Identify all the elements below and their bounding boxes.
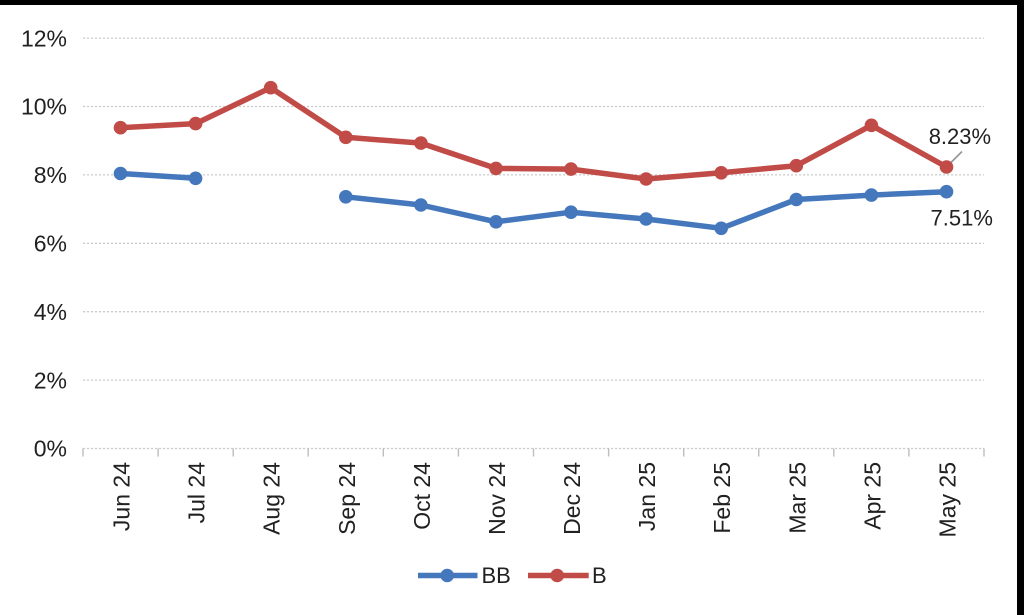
svg-text:0%: 0% (34, 436, 67, 462)
svg-text:Mar 25: Mar 25 (784, 462, 810, 534)
svg-text:8%: 8% (34, 162, 67, 188)
svg-text:6%: 6% (34, 231, 67, 257)
svg-text:8.23%: 8.23% (929, 124, 991, 149)
svg-text:Jul 24: Jul 24 (184, 462, 210, 524)
svg-text:10%: 10% (21, 94, 67, 120)
svg-text:Oct 24: Oct 24 (409, 462, 435, 530)
svg-text:B: B (592, 563, 607, 588)
svg-text:Dec 24: Dec 24 (559, 462, 585, 535)
svg-text:BB: BB (482, 563, 511, 588)
svg-text:12%: 12% (21, 25, 67, 51)
svg-text:Apr 25: Apr 25 (859, 462, 885, 530)
svg-text:Aug 24: Aug 24 (259, 462, 285, 535)
svg-text:Jun 24: Jun 24 (109, 462, 135, 531)
svg-text:7.51%: 7.51% (931, 205, 993, 230)
svg-text:4%: 4% (34, 299, 67, 325)
svg-text:2%: 2% (34, 367, 67, 393)
svg-text:Nov 24: Nov 24 (484, 462, 510, 535)
svg-text:Sep 24: Sep 24 (334, 462, 360, 535)
svg-text:May 25: May 25 (935, 462, 961, 537)
svg-text:Feb 25: Feb 25 (709, 462, 735, 534)
svg-text:Jan 25: Jan 25 (634, 462, 660, 531)
